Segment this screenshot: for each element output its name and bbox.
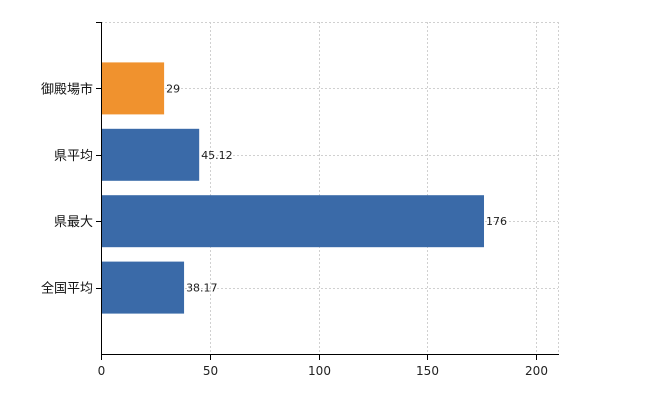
x-tick-label: 100 [308,364,331,378]
bar [101,128,200,181]
y-tick-label: 全国平均 [41,281,93,297]
y-tick-label: 御殿場市 [41,81,93,97]
bar [101,62,165,115]
bar [101,261,185,314]
x-tick-label: 50 [203,364,218,378]
y-tick-label: 県最大 [54,215,93,230]
bars-group [101,62,485,314]
x-tick-label: 0 [98,364,106,378]
data-label: 29 [166,82,180,95]
x-tick-label: 200 [525,364,548,378]
bar [101,195,485,248]
x-tick-label: 150 [416,364,439,378]
axes-group [96,22,559,360]
data-label: 45.12 [201,149,233,162]
data-label: 38.17 [186,282,218,295]
data-label: 176 [486,215,507,228]
y-tick-label: 県平均 [54,149,93,164]
